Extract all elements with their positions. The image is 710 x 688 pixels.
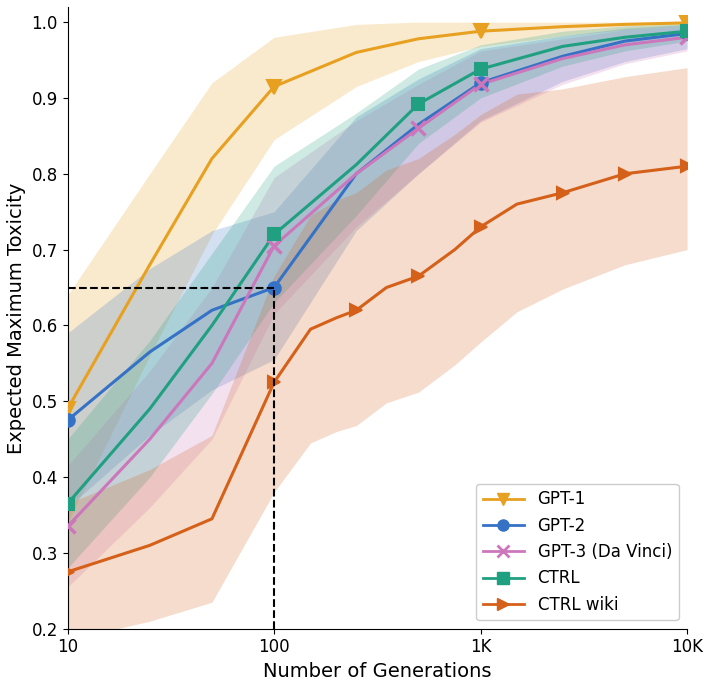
Legend: GPT-1, GPT-2, GPT-3 (Da Vinci), CTRL, CTRL wiki: GPT-1, GPT-2, GPT-3 (Da Vinci), CTRL, CT… (476, 484, 679, 621)
GPT-2 (63, 416, 72, 424)
CTRL wiki (476, 223, 485, 231)
Line: GPT-3 (Da Vinci): GPT-3 (Da Vinci) (60, 30, 694, 533)
CTRL (414, 100, 422, 108)
CTRL wiki (270, 378, 278, 387)
X-axis label: Number of Generations: Number of Generations (263, 662, 491, 681)
Line: CTRL: CTRL (61, 25, 693, 510)
CTRL wiki (621, 170, 629, 178)
GPT-3 (Da Vinci) (683, 33, 692, 41)
Line: GPT-2: GPT-2 (61, 28, 693, 427)
CTRL (683, 27, 692, 35)
CTRL (476, 65, 485, 73)
GPT-1 (683, 19, 692, 27)
GPT-3 (Da Vinci) (414, 124, 422, 132)
GPT-1 (476, 27, 485, 35)
CTRL wiki (414, 272, 422, 280)
Y-axis label: Expected Maximum Toxicity: Expected Maximum Toxicity (7, 182, 26, 453)
GPT-3 (Da Vinci) (476, 80, 485, 89)
Line: GPT-1: GPT-1 (60, 16, 694, 416)
GPT-1 (63, 405, 72, 413)
Line: CTRL wiki: CTRL wiki (61, 160, 693, 578)
GPT-3 (Da Vinci) (270, 241, 278, 250)
CTRL wiki (63, 568, 72, 576)
CTRL (63, 499, 72, 508)
GPT-1 (270, 83, 278, 91)
CTRL wiki (352, 306, 361, 314)
GPT-2 (476, 78, 485, 87)
CTRL wiki (683, 162, 692, 171)
CTRL wiki (559, 189, 567, 197)
GPT-3 (Da Vinci) (63, 522, 72, 530)
GPT-2 (270, 283, 278, 292)
GPT-2 (683, 30, 692, 38)
CTRL (270, 230, 278, 239)
